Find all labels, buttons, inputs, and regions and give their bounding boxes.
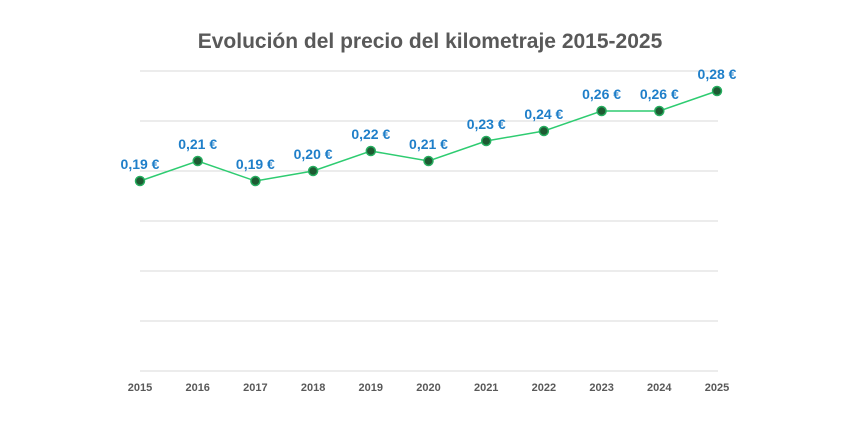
data-point	[711, 85, 723, 97]
data-point	[538, 125, 550, 137]
data-label: 0,22 €	[351, 126, 390, 142]
data-point	[480, 135, 492, 147]
x-tick-label: 2023	[589, 382, 613, 394]
data-points	[134, 85, 723, 187]
chart-title: Evolución del precio del kilometraje 201…	[197, 30, 663, 53]
data-label: 0,28 €	[698, 66, 737, 82]
data-point	[192, 155, 203, 167]
data-point	[654, 105, 665, 117]
data-point	[250, 175, 261, 187]
x-tick-label: 2022	[532, 382, 556, 394]
data-point	[365, 145, 377, 157]
data-label: 0,26 €	[582, 86, 621, 102]
x-tick-label: 2020	[416, 382, 440, 394]
data-label: 0,21 €	[178, 136, 217, 152]
x-tick-label: 2024	[647, 382, 672, 394]
data-label: 0,23 €	[467, 116, 506, 132]
x-tick-label: 2015	[128, 382, 152, 394]
data-label: 0,26 €	[640, 86, 679, 102]
data-label: 0,24 €	[524, 106, 563, 122]
data-point	[423, 155, 434, 167]
data-label: 0,21 €	[409, 136, 448, 152]
gridlines	[140, 70, 718, 372]
x-tick-label: 2025	[705, 382, 729, 394]
data-label: 0,19 €	[121, 156, 160, 172]
x-tick-label: 2018	[301, 382, 325, 394]
data-point	[596, 105, 607, 117]
x-axis-ticks: 2015 2016 2017 2018 2019 2020 2021 2022 2023 2024…	[128, 382, 729, 394]
data-point	[134, 175, 146, 187]
x-tick-label: 2017	[243, 382, 267, 394]
data-point	[307, 165, 319, 177]
x-tick-label: 2021	[474, 382, 498, 394]
x-tick-label: 2019	[359, 382, 383, 394]
data-label: 0,20 €	[294, 146, 333, 162]
x-tick-label: 2016	[185, 382, 209, 394]
data-labels: 0,19 € 0,21 € 0,19 € 0,20 € 0,22 € 0,21 € 0,23…	[121, 66, 737, 172]
data-label: 0,19 €	[236, 156, 275, 172]
